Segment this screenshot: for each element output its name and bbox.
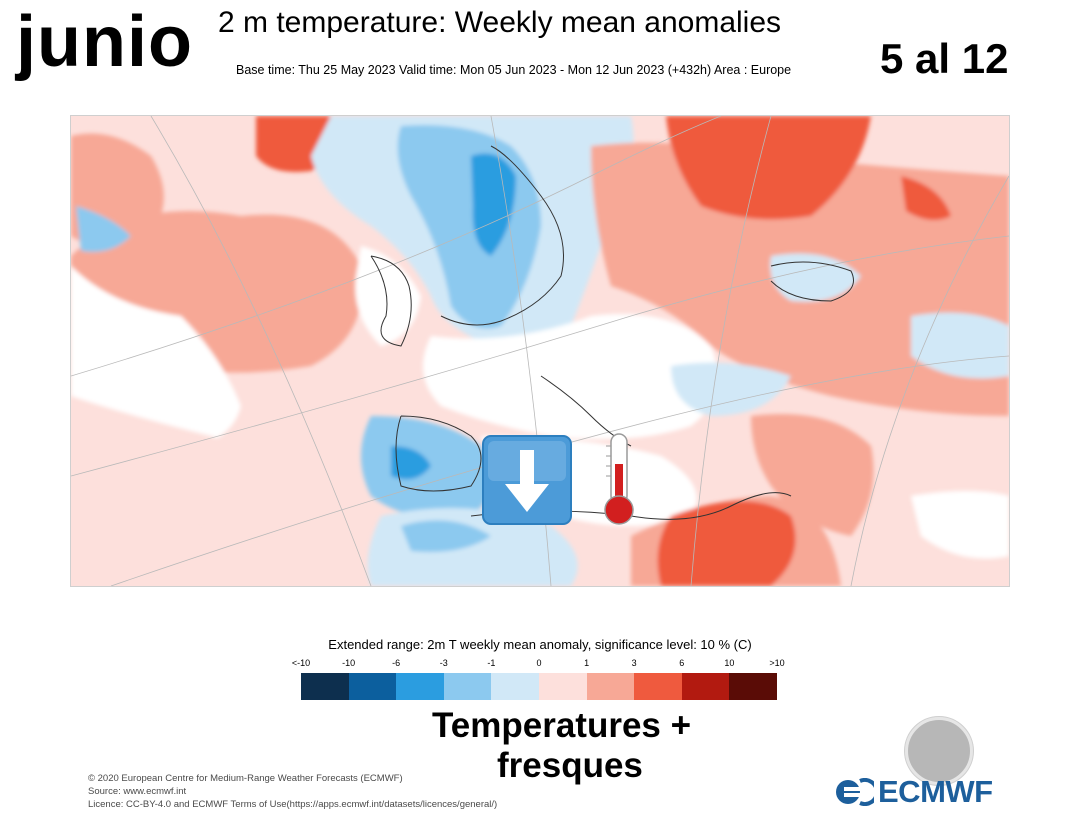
anomaly-region [76,206,131,252]
footer-licence: Licence: CC-BY-4.0 and ECMWF Terms of Us… [88,798,498,810]
date-range-label: 5 al 12 [880,35,1009,82]
legend-swatch [301,673,349,700]
anomaly-region [355,246,421,346]
ecmwf-logo: ECMWF [834,774,993,810]
legend-tick-label: -3 [439,658,448,668]
legend-tick-label: -10 [342,658,356,668]
ecmwf-logo-text: ECMWF [878,774,993,809]
legend-swatch [396,673,444,700]
anomaly-region [751,414,874,536]
anomaly-region [71,396,291,528]
anomaly-map [70,115,1010,587]
legend-tick-label: 0 [536,658,542,668]
legend-ticks: <-10 -10 -6 -3 -1 0 1 3 6 10 >10 [292,658,785,672]
footer-copyright: © 2020 European Centre for Medium-Range … [88,773,403,784]
anomaly-region [671,362,791,416]
anomaly-region [423,314,718,440]
anomaly-region [770,253,861,302]
anomaly-region [911,491,1009,559]
legend-tick-label: >10 [769,658,785,668]
legend-tick-label: -6 [392,658,401,668]
thermometer-icon [604,433,634,525]
map-subtitle: Base time: Thu 25 May 2023 Valid time: M… [236,63,792,77]
anomaly-region [666,116,871,220]
coastlines [370,145,854,520]
map-title: 2 m temperature: Weekly mean anomalies [218,6,782,39]
legend-swatch [681,673,730,700]
footer-credits: © 2020 European Centre for Medium-Range … [88,773,497,811]
anomaly-region [901,176,951,220]
legend-tick-label: 1 [584,658,590,668]
legend-tick-label: 10 [724,658,735,668]
anomaly-region [391,446,431,480]
ecmwf-logo-icon [836,778,874,806]
legend-tick-label: 3 [631,658,637,668]
anomaly-region [471,153,516,256]
month-label: junio [16,2,193,82]
anomaly-region [71,266,241,451]
legend-swatch [634,673,682,700]
legend-swatch [538,673,587,700]
legend-swatch [729,673,777,700]
legend-swatch [348,673,397,700]
footer-source: Source: www.ecmwf.int [88,785,187,797]
graticule [71,116,1009,586]
floating-circle-button[interactable] [905,717,973,785]
legend-swatch [586,673,635,700]
legend-tick-label: -1 [487,658,496,668]
overlay-caption: Temperatures + fresques [432,706,691,787]
anomaly-region [401,520,491,552]
legend-title: Extended range: 2m T weekly mean anomaly… [328,637,752,652]
legend-tick-label: <-10 [291,658,311,668]
anomaly-region [657,501,796,586]
legend-swatch [491,673,539,700]
anomaly-map-svg [71,116,1009,586]
overlay-line-2: fresques [497,746,643,786]
legend-tick-label: 6 [679,658,685,668]
anomaly-region [911,312,1009,379]
legend-swatch [443,673,492,700]
overlay-line-1: Temperatures + [432,706,692,745]
legend-colorbar [301,673,777,700]
down-arrow-icon [482,435,572,525]
